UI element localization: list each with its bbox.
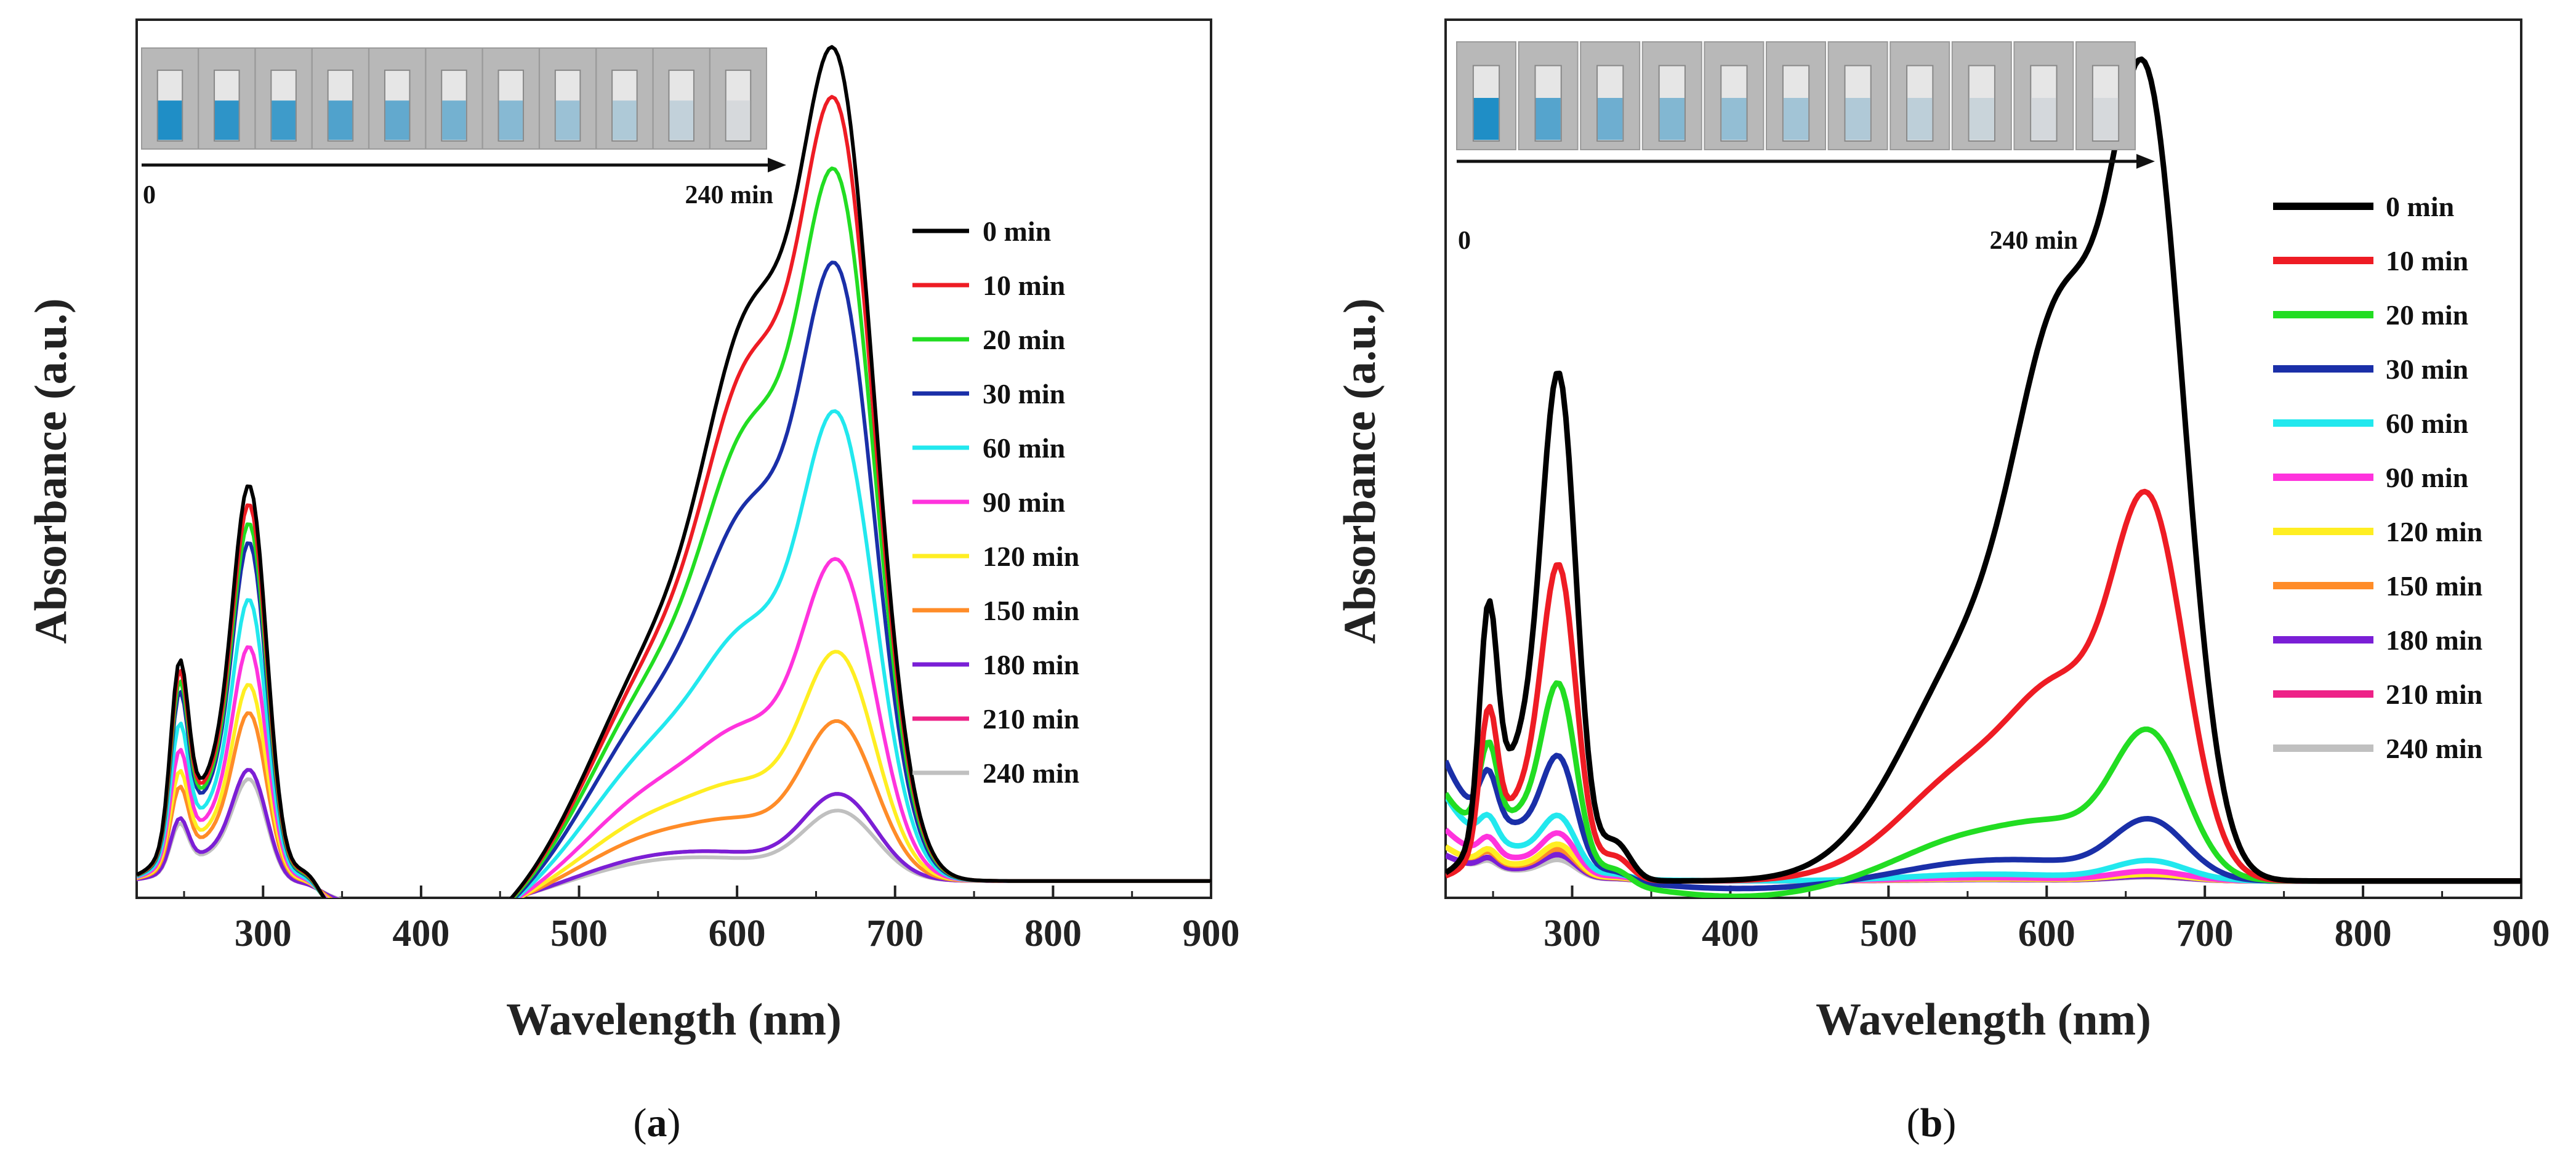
panel-label-b: (b) <box>1907 1100 1957 1145</box>
legend-label-180-min: 180 min <box>2386 624 2482 656</box>
x-tick-label-400: 400 <box>1702 913 1759 954</box>
inset-liquid-10 <box>2093 98 2119 140</box>
inset-liquid-5 <box>1783 98 1809 140</box>
inset-liquid-1 <box>214 100 239 140</box>
legend-label-10-min: 10 min <box>2386 245 2468 276</box>
panel-label-a-letter: a <box>647 1100 667 1145</box>
inset-liquid-8 <box>1969 98 1994 140</box>
inset-liquid-7 <box>555 100 580 140</box>
x-tick-label-700: 700 <box>866 913 924 954</box>
panel-label-a-close: ) <box>667 1100 681 1145</box>
inset-liquid-1 <box>1536 98 1561 140</box>
legend-label-90-min: 90 min <box>2386 462 2468 493</box>
inset-liquid-2 <box>272 100 296 140</box>
x-tick-label-900: 900 <box>2493 913 2550 954</box>
legend-label-240-min: 240 min <box>983 757 1079 789</box>
panel-b: 300 400 500 600 700 800 900 Wavelength (nm) Abso… <box>1335 18 2550 1045</box>
series-line-0-min <box>137 45 1211 898</box>
inset-end-label: 240 min <box>1989 227 2078 255</box>
inset-liquid-9 <box>669 100 694 140</box>
panel-label-a-open: ( <box>634 1100 647 1145</box>
panel-label-a: (a) <box>634 1100 681 1145</box>
legend-label-30-min: 30 min <box>2386 353 2468 385</box>
legend-label-210-min: 210 min <box>2386 679 2482 710</box>
inset-liquid-0 <box>158 100 182 140</box>
series-curves <box>137 45 1211 898</box>
legend-label-0-min: 0 min <box>983 216 1051 247</box>
panel-label-b-close: ) <box>1942 1100 1956 1145</box>
legend-label-150-min: 150 min <box>2386 570 2482 602</box>
plot-frame <box>1444 18 2522 899</box>
legend-label-120-min: 120 min <box>983 541 1079 572</box>
x-tick-label-600: 600 <box>709 913 766 954</box>
x-tick-label-600: 600 <box>2018 913 2075 954</box>
legend-label-0-min: 0 min <box>2386 191 2454 222</box>
panel-a: 300 400 500 600 700 800 900 Wavelength (nm) Abso… <box>26 18 1240 1045</box>
x-tick-label-800: 800 <box>1024 913 1082 954</box>
inset-liquid-0 <box>1473 98 1499 140</box>
x-tick-label-800: 800 <box>2335 913 2392 954</box>
inset-liquid-3 <box>328 100 353 140</box>
series-line-0-min <box>1446 56 2521 884</box>
x-tick-label-500: 500 <box>550 913 608 954</box>
inset-arrowhead <box>2136 154 2155 169</box>
plot-frame <box>135 18 1212 899</box>
legend-label-60-min: 60 min <box>2386 408 2468 439</box>
legend-label-120-min: 120 min <box>2386 516 2482 547</box>
inset-liquid-3 <box>1659 98 1684 140</box>
inset-arrowhead <box>768 158 786 172</box>
inset-liquid-8 <box>613 100 637 140</box>
x-axis-title: Wavelength (nm) <box>1816 995 2151 1045</box>
legend-label-60-min: 60 min <box>983 432 1065 464</box>
series-curves <box>1446 56 2521 898</box>
inset-liquid-5 <box>442 100 466 140</box>
x-tick-label-500: 500 <box>1860 913 1917 954</box>
legend-label-180-min: 180 min <box>983 649 1079 680</box>
panel-label-b-letter: b <box>1920 1100 1943 1145</box>
inset-liquid-10 <box>726 100 751 140</box>
inset-end-label: 240 min <box>685 181 773 209</box>
legend-label-90-min: 90 min <box>983 486 1065 518</box>
y-axis-title: Absorbance (a.u.) <box>1335 298 1385 644</box>
x-axis-title: Wavelength (nm) <box>506 995 842 1045</box>
inset-liquid-6 <box>499 100 523 140</box>
y-axis-title: Absorbance (a.u.) <box>26 298 76 644</box>
legend-label-20-min: 20 min <box>983 324 1065 355</box>
legend-label-30-min: 30 min <box>983 378 1065 410</box>
legend-label-210-min: 210 min <box>983 703 1079 735</box>
inset-liquid-7 <box>1907 98 1933 140</box>
inset-liquid-6 <box>1845 98 1870 140</box>
x-tick-label-700: 700 <box>2176 913 2234 954</box>
inset-liquid-9 <box>2031 98 2056 140</box>
inset-liquid-4 <box>1721 98 1747 140</box>
panel-label-b-open: ( <box>1907 1100 1920 1145</box>
x-tick-label-300: 300 <box>1544 913 1601 954</box>
legend-label-240-min: 240 min <box>2386 733 2482 764</box>
legend-label-150-min: 150 min <box>983 595 1079 626</box>
legend-label-20-min: 20 min <box>2386 299 2468 331</box>
legend-label-10-min: 10 min <box>983 270 1065 301</box>
x-tick-label-300: 300 <box>235 913 292 954</box>
inset-start-label: 0 <box>1458 227 1471 255</box>
x-tick-label-400: 400 <box>392 913 449 954</box>
inset-start-label: 0 <box>143 181 156 209</box>
x-tick-label-900: 900 <box>1183 913 1240 954</box>
inset-liquid-2 <box>1598 98 1623 140</box>
inset-liquid-4 <box>385 100 409 140</box>
